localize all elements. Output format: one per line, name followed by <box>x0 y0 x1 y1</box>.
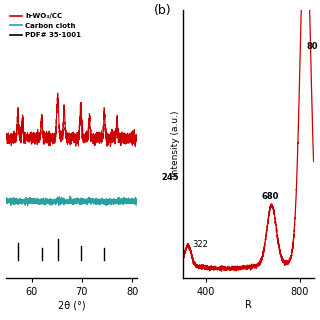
Legend: h-WO₃/CC, Carbon cloth, PDF# 35-1001: h-WO₃/CC, Carbon cloth, PDF# 35-1001 <box>10 13 81 38</box>
Text: 80: 80 <box>306 42 318 51</box>
X-axis label: R: R <box>245 300 252 310</box>
Text: (b): (b) <box>154 4 172 17</box>
Text: 680: 680 <box>262 192 279 201</box>
Text: 245: 245 <box>161 173 179 182</box>
Text: 322: 322 <box>192 240 208 249</box>
Y-axis label: Intensity (a.u.): Intensity (a.u.) <box>171 111 180 177</box>
X-axis label: 2θ (°): 2θ (°) <box>58 300 85 310</box>
